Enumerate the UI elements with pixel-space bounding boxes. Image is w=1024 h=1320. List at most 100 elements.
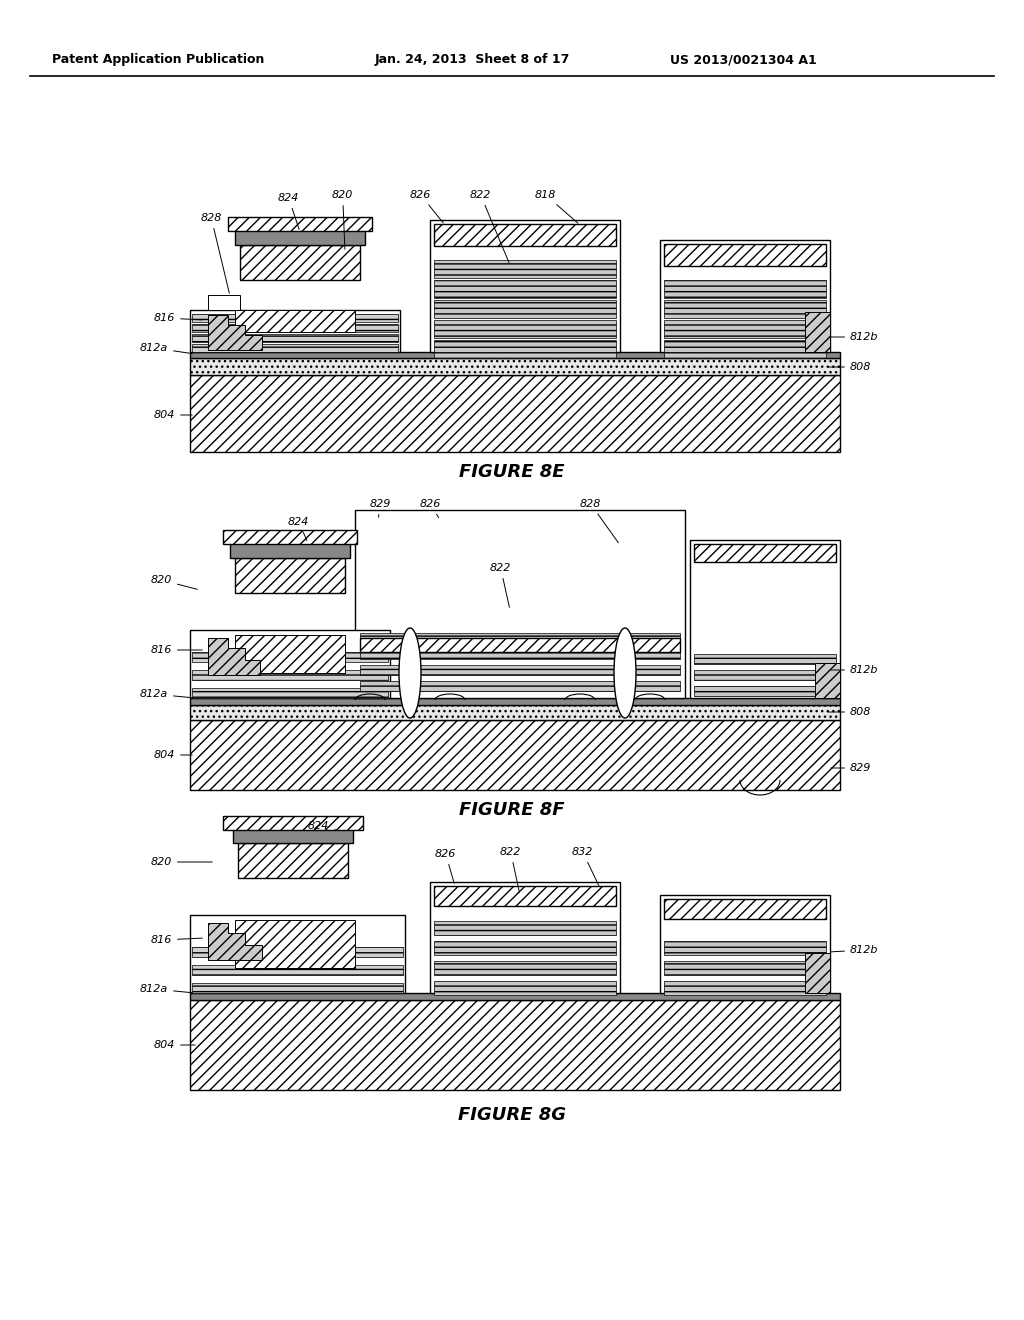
Bar [694,544,836,562]
Bar [223,531,357,544]
Bar [815,663,840,698]
Text: FIGURE 8G: FIGURE 8G [458,1106,566,1125]
Ellipse shape [614,628,636,718]
Bar [694,686,836,696]
Bar [193,334,398,342]
Text: 832: 832 [572,847,599,886]
Text: 812b: 812b [830,665,879,675]
Bar [434,961,616,975]
Bar [240,246,360,280]
Bar [234,558,345,593]
Bar [664,981,826,995]
Bar [190,630,390,698]
Text: 816: 816 [154,313,202,323]
Bar [190,705,840,719]
Bar [355,510,685,698]
Bar [434,319,616,338]
Text: 820: 820 [151,576,198,589]
Bar [664,280,826,298]
Bar [360,638,680,652]
Polygon shape [208,315,262,350]
Bar [434,886,616,906]
Bar [223,816,362,830]
Bar [230,543,350,558]
Bar [694,671,836,680]
Bar [805,312,830,352]
Bar [193,345,398,352]
Bar [360,634,680,643]
Bar [664,319,826,338]
Bar [664,341,826,358]
Bar [193,983,403,993]
Bar [190,358,840,375]
Bar [360,681,680,690]
Text: 808: 808 [827,362,871,372]
Bar [694,653,836,664]
Bar [238,843,348,878]
Text: 828: 828 [580,499,618,543]
Ellipse shape [399,628,421,718]
Text: 829: 829 [370,499,391,517]
Text: 824: 824 [278,193,299,230]
Text: 812a: 812a [139,689,193,700]
Bar [434,941,616,954]
Bar [434,921,616,935]
Text: 826: 826 [435,849,457,883]
Text: 812a: 812a [139,983,193,994]
Text: 816: 816 [151,645,202,655]
Text: 818: 818 [535,190,578,223]
Text: 820: 820 [151,857,212,867]
Bar [805,953,830,993]
Text: 812b: 812b [830,333,879,342]
Bar [234,230,365,246]
Bar [193,323,398,333]
Bar [193,671,388,680]
Bar [190,310,400,352]
Text: 812b: 812b [830,945,879,954]
Bar [234,920,355,968]
Bar [690,540,840,698]
Bar [664,300,826,318]
Text: Patent Application Publication: Patent Application Publication [52,54,264,66]
Bar [193,946,403,957]
Text: 829: 829 [830,763,871,774]
Bar [190,375,840,451]
Text: 822: 822 [470,190,509,263]
Bar [434,300,616,318]
Bar [434,280,616,298]
Bar [193,652,388,663]
Bar [434,224,616,246]
Bar [193,314,398,322]
Bar [193,965,403,975]
Bar [664,244,826,267]
Polygon shape [208,923,262,960]
Bar [190,993,840,1001]
Bar [208,294,240,310]
Bar [360,665,680,675]
Polygon shape [208,638,260,675]
Bar [234,635,345,673]
Text: 822: 822 [500,847,521,892]
Bar [664,941,826,954]
Text: 826: 826 [420,499,441,517]
Text: 808: 808 [827,708,871,717]
Bar [660,895,830,993]
Bar [660,240,830,352]
Bar [360,649,680,659]
Bar [190,719,840,789]
Text: Jan. 24, 2013  Sheet 8 of 17: Jan. 24, 2013 Sheet 8 of 17 [375,54,570,66]
Bar [430,882,620,993]
Text: 822: 822 [490,564,511,607]
Text: 824: 824 [308,821,335,832]
Text: 828: 828 [201,213,229,293]
Bar [434,981,616,995]
Bar [233,829,353,843]
Text: FIGURE 8E: FIGURE 8E [459,463,565,480]
Bar [434,260,616,279]
Text: 804: 804 [154,411,193,420]
Text: 824: 824 [288,517,309,540]
Bar [228,216,372,231]
Text: 816: 816 [151,935,202,945]
Bar [664,899,826,919]
Bar [234,310,355,333]
